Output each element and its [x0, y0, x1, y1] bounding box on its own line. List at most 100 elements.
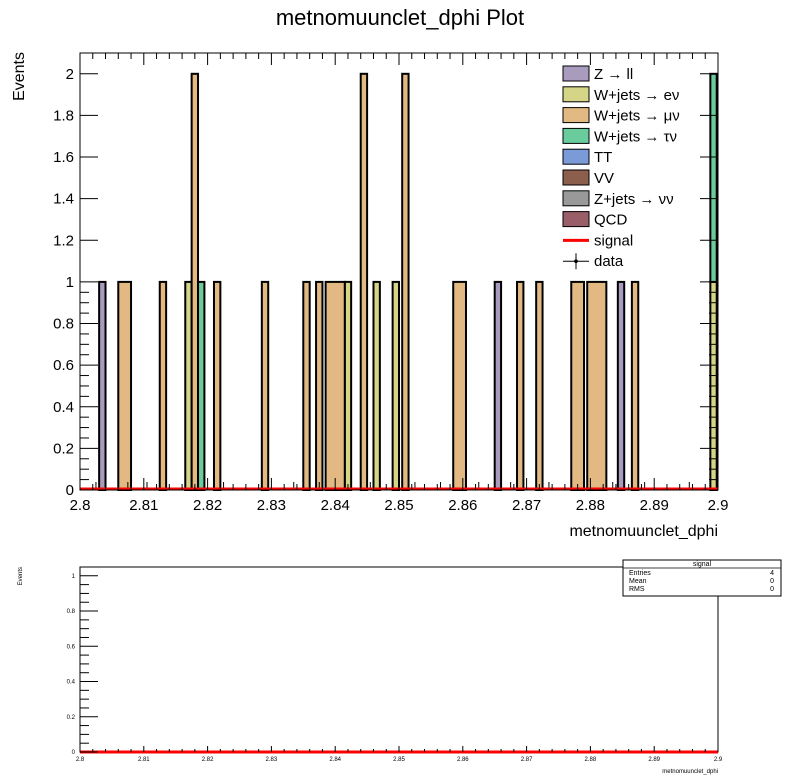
ratio-x-tick-label: 2.82	[202, 757, 214, 763]
histogram-bar	[709, 72, 718, 283]
main-y-ticks: 0 0.2 0.4 0.6 0.8 1 1.2 1.4 1.6 1.8 2	[53, 66, 718, 499]
ratio-x-tick-label: 2.88	[585, 757, 597, 763]
stats-row-label: RMS	[629, 586, 645, 593]
ratio-y-tick-label: 1	[72, 574, 76, 580]
y-tick-label: 1.4	[53, 191, 74, 208]
y-tick-label: 1	[66, 274, 74, 291]
ratio-x-tick-label: 2.84	[329, 757, 341, 763]
ratio-plot: Events metnomuunclet_dphi 2.8 2.81 2.82 2.8…	[18, 559, 782, 775]
ratio-y-tick-label: 0.4	[67, 680, 76, 686]
main-x-ticks: 2.8 2.81 2.82 2.83 2.84 2.85 2.86 2.87 2.88 2.89 2…	[70, 53, 729, 514]
y-tick-label: 1.2	[53, 232, 74, 249]
x-tick-label: 2.83	[257, 497, 286, 514]
ratio-y-tick-label: 0.2	[67, 715, 76, 721]
stats-row-label: Mean	[629, 578, 647, 585]
histogram-bar	[315, 280, 324, 491]
ratio-x-axis-label: metnomuunclet_dphi	[662, 769, 718, 775]
legend-label: W+jets → eν	[594, 87, 679, 104]
stats-box: signal Entries 4 Mean 0 RMS 0	[622, 559, 782, 597]
x-tick-label: 2.8	[70, 497, 91, 514]
histogram-bar	[197, 280, 206, 491]
main-plot: 2.8 2.81 2.82 2.83 2.84 2.85 2.86 2.87 2.88 2.89 2…	[53, 52, 729, 514]
histogram-bar	[616, 280, 626, 491]
ratio-y-tick-label: 0.8	[67, 609, 76, 615]
y-tick-label: 1.6	[53, 149, 74, 166]
stats-row-label: Entries	[629, 570, 651, 577]
ratio-plot-frame	[79, 566, 719, 753]
legend-swatch	[562, 148, 590, 165]
legend-label: QCD	[594, 212, 628, 229]
legend-label: data	[594, 253, 624, 270]
ratio-x-ticks: 2.8 2.81 2.82 2.83 2.84 2.85 2.86 2.87 2.88 2.89 2…	[76, 746, 723, 763]
legend-swatch	[562, 190, 590, 207]
ratio-x-tick-label: 2.89	[648, 757, 660, 763]
ratio-x-tick-label: 2.8	[76, 757, 85, 763]
x-tick-label: 2.89	[640, 497, 669, 514]
histogram-bar	[630, 280, 640, 491]
histogram-bar	[302, 280, 311, 491]
legend-swatch	[562, 211, 590, 228]
legend-label: TT	[594, 149, 612, 166]
histogram-bar	[324, 280, 346, 491]
histogram-bar	[452, 280, 467, 491]
x-tick-label: 2.88	[576, 497, 605, 514]
histogram-bar	[586, 280, 608, 491]
ratio-x-tick-label: 2.81	[138, 757, 150, 763]
y-tick-label: 0.6	[53, 357, 74, 374]
histogram-bar	[535, 280, 544, 491]
legend-swatch	[562, 107, 590, 124]
legend-label: W+jets → μν	[594, 108, 680, 125]
x-tick-label: 2.85	[384, 497, 413, 514]
y-tick-label: 0.2	[53, 440, 74, 457]
legend-label: Z+jets → νν	[594, 191, 674, 208]
legend-label: VV	[594, 170, 614, 187]
x-tick-label: 2.84	[321, 497, 350, 514]
legend-label: Z → ll	[594, 66, 633, 83]
legend-label: signal	[594, 232, 633, 249]
y-tick-label: 1.8	[53, 107, 74, 124]
histogram-bar	[117, 280, 133, 491]
legend-swatch	[574, 259, 578, 264]
ratio-x-tick-label: 2.9	[714, 757, 723, 763]
histogram-bar	[391, 280, 400, 491]
x-tick-label: 2.87	[512, 497, 541, 514]
y-tick-label: 2	[66, 66, 74, 83]
x-tick-label: 2.86	[448, 497, 477, 514]
main-legend: Z → ll W+jets → eν W+jets → μν W+jets → τν T…	[562, 65, 680, 270]
histogram-bar	[212, 280, 222, 491]
histogram-bar	[570, 280, 586, 491]
ratio-x-tick-label: 2.85	[393, 757, 405, 763]
ratio-x-tick-label: 2.86	[457, 757, 469, 763]
stats-box-title: signal	[693, 561, 712, 568]
x-tick-label: 2.9	[708, 497, 729, 514]
stats-row-value: 0	[770, 586, 774, 593]
ratio-x-tick-label: 2.87	[521, 757, 533, 763]
histogram-bar	[359, 72, 369, 491]
stats-row-value: 4	[770, 570, 774, 577]
histogram-bar	[493, 280, 503, 491]
ratio-y-ticks: 0 0.2 0.4 0.6 0.8 1	[67, 574, 98, 756]
legend-swatch	[562, 65, 590, 82]
y-tick-label: 0	[66, 482, 74, 499]
histogram-bar	[401, 72, 410, 491]
main-chart-title: metnomuunclet_dphi Plot	[276, 5, 524, 30]
x-tick-label: 2.82	[193, 497, 222, 514]
stats-box-frame	[622, 559, 782, 597]
ratio-x-tick-label: 2.83	[266, 757, 278, 763]
ratio-y-tick-label: 0.6	[67, 644, 76, 650]
main-x-axis-label: metnomuunclet_dphi	[569, 523, 718, 540]
histogram-bar	[372, 280, 381, 491]
y-tick-label: 0.4	[53, 399, 74, 416]
legend-swatch	[562, 169, 590, 186]
histogram-bar	[516, 280, 525, 491]
histogram-bar	[158, 280, 168, 491]
stats-row-value: 0	[770, 578, 774, 585]
legend-swatch	[562, 127, 590, 144]
ratio-y-tick-label: 0	[72, 750, 76, 756]
histogram-bar	[98, 280, 107, 491]
x-tick-label: 2.81	[129, 497, 158, 514]
ratio-y-axis-label: Events	[18, 567, 24, 585]
legend-swatch	[562, 86, 590, 103]
legend-label: W+jets → τν	[594, 128, 677, 145]
